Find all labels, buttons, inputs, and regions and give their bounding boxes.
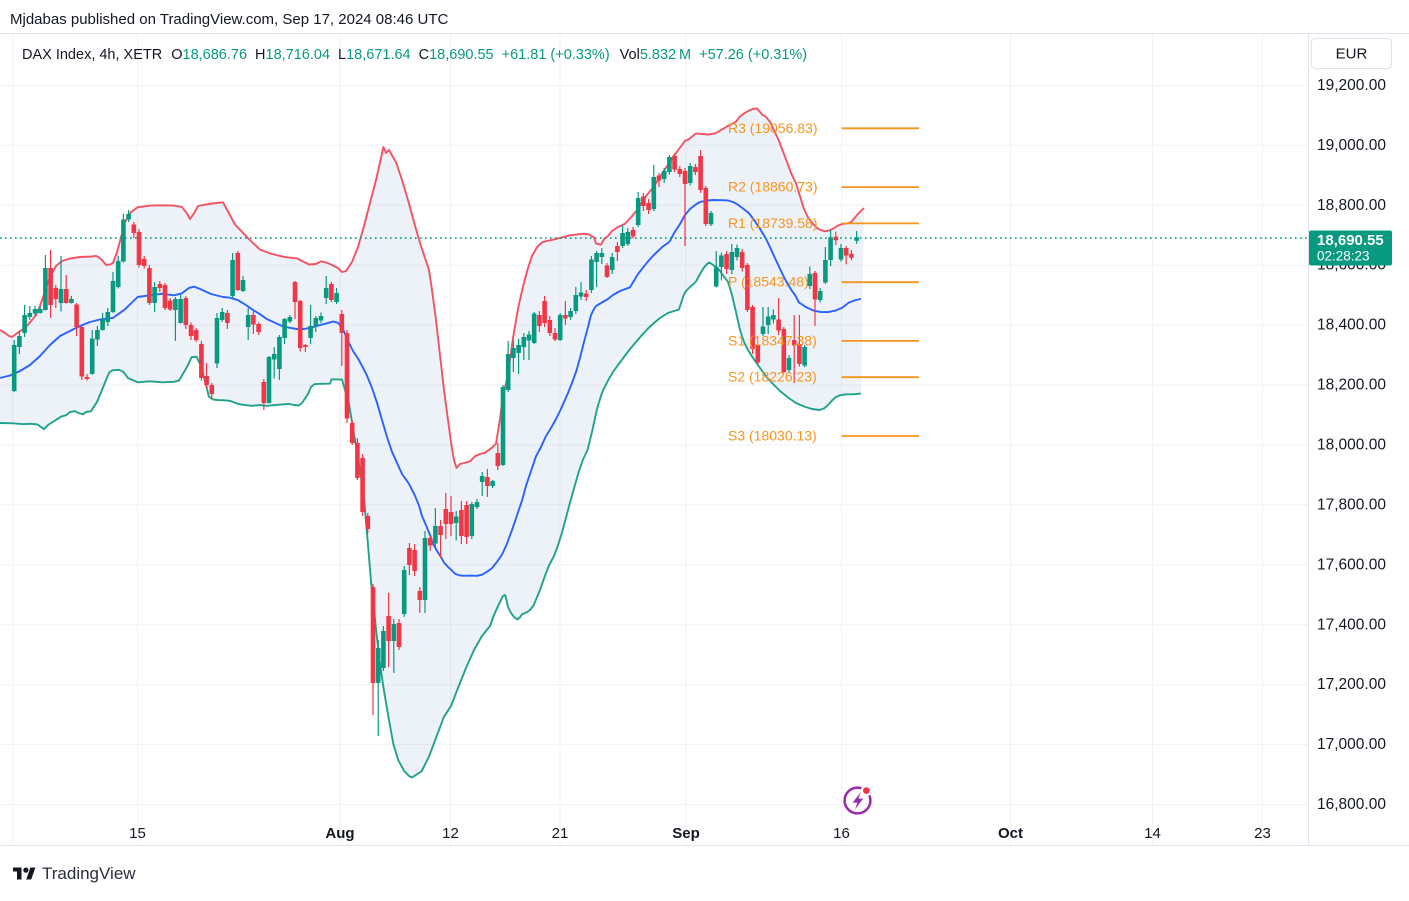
svg-text:16,800.00: 16,800.00 [1317, 796, 1386, 813]
svg-text:02:28:23: 02:28:23 [1317, 249, 1370, 264]
svg-text:23: 23 [1254, 825, 1271, 842]
svg-text:18,200.00: 18,200.00 [1317, 377, 1386, 394]
svg-text:19,000.00: 19,000.00 [1317, 137, 1386, 154]
svg-text:16: 16 [833, 825, 850, 842]
svg-text:Sep: Sep [672, 825, 700, 842]
svg-text:17,200.00: 17,200.00 [1317, 676, 1386, 693]
svg-text:Aug: Aug [325, 825, 354, 842]
svg-text:15: 15 [129, 825, 146, 842]
svg-text:P (18543.48): P (18543.48) [728, 274, 809, 290]
svg-text:14: 14 [1144, 825, 1161, 842]
svg-text:18,000.00: 18,000.00 [1317, 437, 1386, 454]
svg-text:EUR: EUR [1336, 46, 1368, 63]
svg-text:Oct: Oct [998, 825, 1023, 842]
svg-text:S3 (18030.13): S3 (18030.13) [728, 428, 817, 444]
svg-text:17,000.00: 17,000.00 [1317, 736, 1386, 753]
svg-text:TradingView: TradingView [42, 864, 136, 883]
svg-text:17,600.00: 17,600.00 [1317, 556, 1386, 573]
svg-text:S1 (18347.38): S1 (18347.38) [728, 332, 817, 348]
svg-text:17,800.00: 17,800.00 [1317, 496, 1386, 513]
svg-text:21: 21 [552, 825, 569, 842]
svg-text:18,400.00: 18,400.00 [1317, 317, 1386, 334]
svg-text:S2 (18226.23): S2 (18226.23) [728, 369, 817, 385]
svg-text:Mjdabas published on TradingVi: Mjdabas published on TradingView.com, Se… [10, 11, 449, 28]
svg-text:12: 12 [442, 825, 459, 842]
svg-text:19,200.00: 19,200.00 [1317, 77, 1386, 94]
svg-text:R3 (19056.83): R3 (19056.83) [728, 120, 818, 136]
svg-text:18,690.55: 18,690.55 [1317, 232, 1384, 249]
svg-text:R1 (18739.58): R1 (18739.58) [728, 215, 818, 231]
svg-text:17,400.00: 17,400.00 [1317, 616, 1386, 633]
svg-text:R2 (18860.73): R2 (18860.73) [728, 179, 818, 195]
svg-text:18,800.00: 18,800.00 [1317, 197, 1386, 214]
